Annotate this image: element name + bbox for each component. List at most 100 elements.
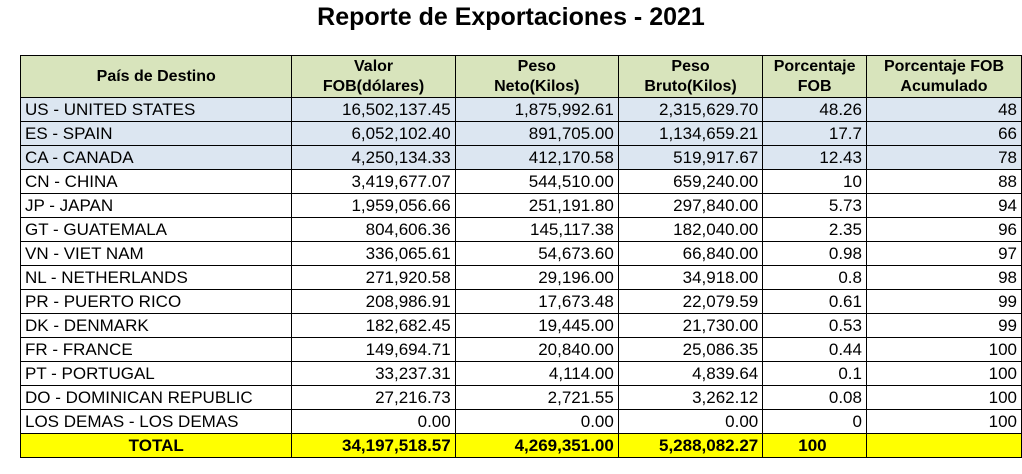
cell-porcentaje: 0.1: [762, 361, 867, 386]
total-row: TOTAL 34,197,518.57 4,269,351.00 5,288,0…: [19, 433, 1022, 458]
total-peso-bruto: 5,288,082.27: [617, 433, 764, 458]
cell-porcentaje: 17.7: [762, 121, 867, 146]
table-row: PT - PORTUGAL 33,237.31 4,114.00 4,839.64 0.…: [19, 361, 1022, 386]
cell-country: LOS DEMAS - LOS DEMAS: [19, 409, 293, 434]
cell-country: CA - CANADA: [19, 145, 293, 170]
table-row: VN - VIET NAM 336,065.61 54,673.60 66,840.0…: [19, 241, 1022, 266]
cell-peso-bruto: 182,040.00: [617, 217, 764, 242]
cell-acumulado: 66: [865, 121, 1022, 146]
exports-table: País de Destino Valor FOB(dólares) Peso Ne…: [19, 55, 1022, 458]
cell-peso-neto: 2,721.55: [454, 385, 619, 410]
cell-country: PT - PORTUGAL: [19, 361, 293, 386]
cell-peso-neto: 1,875,992.61: [454, 97, 619, 122]
total-acumulado: [865, 433, 1022, 458]
cell-fob: 33,237.31: [291, 361, 456, 386]
cell-acumulado: 48: [865, 97, 1022, 122]
cell-fob: 149,694.71: [291, 337, 456, 362]
cell-fob: 27,216.73: [291, 385, 456, 410]
table-row: PR - PUERTO RICO 208,986.91 17,673.48 22,07…: [19, 289, 1022, 314]
cell-fob: 804,606.36: [291, 217, 456, 242]
total-peso-neto: 4,269,351.00: [454, 433, 619, 458]
cell-fob: 182,682.45: [291, 313, 456, 338]
cell-porcentaje: 0.08: [762, 385, 867, 410]
cell-porcentaje: 12.43: [762, 145, 867, 170]
cell-peso-neto: 29,196.00: [454, 265, 619, 290]
table-row: CA - CANADA 4,250,134.33 412,170.58 519,917…: [19, 145, 1022, 170]
cell-peso-neto: 17,673.48: [454, 289, 619, 314]
cell-acumulado: 100: [865, 337, 1022, 362]
cell-porcentaje: 0: [762, 409, 867, 434]
cell-peso-neto: 54,673.60: [454, 241, 619, 266]
cell-peso-neto: 544,510.00: [454, 169, 619, 194]
cell-fob: 3,419,677.07: [291, 169, 456, 194]
cell-porcentaje: 48.26: [762, 97, 867, 122]
cell-porcentaje: 0.53: [762, 313, 867, 338]
cell-acumulado: 100: [865, 361, 1022, 386]
table-row: ES - SPAIN 6,052,102.40 891,705.00 1,134,65…: [19, 121, 1022, 146]
table-row: DO - DOMINICAN REPUBLIC 27,216.73 2,721.55…: [19, 385, 1022, 410]
cell-porcentaje: 0.8: [762, 265, 867, 290]
table-row: CN - CHINA 3,419,677.07 544,510.00 659,240.…: [19, 169, 1022, 194]
cell-country: CN - CHINA: [19, 169, 293, 194]
cell-acumulado: 94: [865, 193, 1022, 218]
total-fob: 34,197,518.57: [291, 433, 456, 458]
cell-fob: 16,502,137.45: [291, 97, 456, 122]
cell-acumulado: 88: [865, 169, 1022, 194]
cell-country: JP - JAPAN: [19, 193, 293, 218]
cell-peso-bruto: 4,839.64: [617, 361, 764, 386]
table-row: LOS DEMAS - LOS DEMAS 0.00 0.00 0.00 0 100: [19, 409, 1022, 434]
table-row: FR - FRANCE 149,694.71 20,840.00 25,086.35 0…: [19, 337, 1022, 362]
cell-peso-bruto: 3,262.12: [617, 385, 764, 410]
cell-peso-bruto: 2,315,629.70: [617, 97, 764, 122]
table-row: JP - JAPAN 1,959,056.66 251,191.80 297,840.…: [19, 193, 1022, 218]
cell-country: DK - DENMARK: [19, 313, 293, 338]
cell-peso-neto: 20,840.00: [454, 337, 619, 362]
cell-peso-neto: 19,445.00: [454, 313, 619, 338]
cell-peso-neto: 0.00: [454, 409, 619, 434]
cell-peso-bruto: 34,918.00: [617, 265, 764, 290]
cell-acumulado: 100: [865, 385, 1022, 410]
cell-peso-neto: 145,117.38: [454, 217, 619, 242]
cell-porcentaje: 0.98: [762, 241, 867, 266]
cell-fob: 6,052,102.40: [291, 121, 456, 146]
header-fob: Valor FOB(dólares): [291, 55, 456, 98]
table-row: NL - NETHERLANDS 271,920.58 29,196.00 34,91…: [19, 265, 1022, 290]
cell-acumulado: 78: [865, 145, 1022, 170]
cell-country: VN - VIET NAM: [19, 241, 293, 266]
cell-peso-neto: 4,114.00: [454, 361, 619, 386]
cell-peso-bruto: 659,240.00: [617, 169, 764, 194]
cell-fob: 336,065.61: [291, 241, 456, 266]
cell-acumulado: 96: [865, 217, 1022, 242]
header-row: País de Destino Valor FOB(dólares) Peso Ne…: [19, 55, 1022, 98]
cell-peso-neto: 412,170.58: [454, 145, 619, 170]
total-label: TOTAL: [19, 433, 293, 458]
cell-country: NL - NETHERLANDS: [19, 265, 293, 290]
cell-porcentaje: 5.73: [762, 193, 867, 218]
table-row: GT - GUATEMALA 804,606.36 145,117.38 182,04…: [19, 217, 1022, 242]
cell-fob: 0.00: [291, 409, 456, 434]
cell-fob: 208,986.91: [291, 289, 456, 314]
cell-fob: 1,959,056.66: [291, 193, 456, 218]
cell-fob: 4,250,134.33: [291, 145, 456, 170]
cell-peso-bruto: 25,086.35: [617, 337, 764, 362]
cell-acumulado: 99: [865, 313, 1022, 338]
header-porcentaje-acumulado: Porcentaje FOB Acumulado: [865, 55, 1022, 98]
cell-country: GT - GUATEMALA: [19, 217, 293, 242]
cell-peso-bruto: 519,917.67: [617, 145, 764, 170]
cell-acumulado: 100: [865, 409, 1022, 434]
cell-country: US - UNITED STATES: [19, 97, 293, 122]
cell-peso-neto: 891,705.00: [454, 121, 619, 146]
cell-peso-bruto: 1,134,659.21: [617, 121, 764, 146]
table-row: DK - DENMARK 182,682.45 19,445.00 21,730.00…: [19, 313, 1022, 338]
cell-porcentaje: 10: [762, 169, 867, 194]
cell-country: FR - FRANCE: [19, 337, 293, 362]
cell-porcentaje: 0.61: [762, 289, 867, 314]
table-body: US - UNITED STATES 16,502,137.45 1,875,992…: [19, 97, 1022, 434]
cell-country: ES - SPAIN: [19, 121, 293, 146]
cell-fob: 271,920.58: [291, 265, 456, 290]
cell-country: DO - DOMINICAN REPUBLIC: [19, 385, 293, 410]
cell-peso-bruto: 66,840.00: [617, 241, 764, 266]
header-peso-neto: Peso Neto(Kilos): [454, 55, 619, 98]
header-porcentaje-fob: Porcentaje FOB: [762, 55, 867, 98]
table-row: US - UNITED STATES 16,502,137.45 1,875,992…: [19, 97, 1022, 122]
